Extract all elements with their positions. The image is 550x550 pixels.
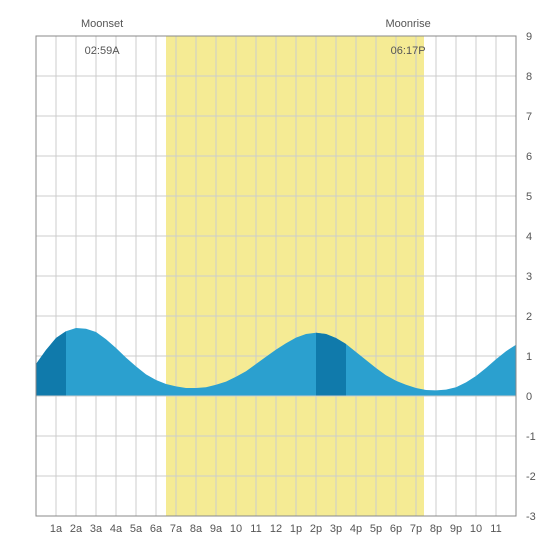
moonrise-title: Moonrise [385, 18, 430, 30]
x-tick-label: 7a [170, 523, 183, 535]
y-tick-label: 1 [526, 351, 532, 363]
moonset-title: Moonset [81, 18, 123, 30]
x-tick-label: 12 [270, 523, 282, 535]
x-tick-label: 11 [250, 523, 261, 535]
y-tick-label: 8 [526, 71, 532, 83]
x-tick-label: 1a [50, 523, 63, 535]
x-tick-label: 4a [110, 523, 123, 535]
x-tick-label: 8p [430, 523, 442, 535]
x-tick-label: 3a [90, 523, 103, 535]
x-tick-label: 9p [450, 523, 462, 535]
x-tick-label: 4p [350, 523, 362, 535]
x-tick-label: 8a [190, 523, 203, 535]
x-tick-label: 5p [370, 523, 382, 535]
y-tick-label: 0 [526, 391, 532, 403]
x-tick-label: 11 [490, 523, 501, 535]
tide-chart-svg: 1a2a3a4a5a6a7a8a9a1011121p2p3p4p5p6p7p8p… [0, 0, 550, 550]
y-tick-label: 6 [526, 151, 532, 163]
y-tick-label: 3 [526, 271, 532, 283]
y-tick-label: 2 [526, 311, 532, 323]
moonset-time: 02:59A [85, 45, 120, 57]
x-tick-label: 7p [410, 523, 422, 535]
x-tick-label: 2p [310, 523, 322, 535]
x-tick-label: 1p [290, 523, 302, 535]
x-tick-label: 6p [390, 523, 402, 535]
x-tick-label: 3p [330, 523, 342, 535]
y-tick-label: 7 [526, 111, 532, 123]
x-tick-label: 2a [70, 523, 83, 535]
tide-chart-container: 1a2a3a4a5a6a7a8a9a1011121p2p3p4p5p6p7p8p… [0, 0, 550, 550]
x-tick-label: 5a [130, 523, 143, 535]
y-tick-label: 9 [526, 31, 532, 43]
x-tick-label: 10 [470, 523, 482, 535]
y-tick-label: -1 [526, 431, 536, 443]
y-tick-label: 5 [526, 191, 532, 203]
tide-dark-segment [316, 333, 346, 396]
moonrise-label: Moonrise 06:17P [372, 4, 432, 73]
y-tick-label: 4 [526, 231, 532, 243]
x-tick-label: 9a [210, 523, 223, 535]
y-tick-label: -2 [526, 471, 536, 483]
y-tick-label: -3 [526, 511, 536, 523]
x-tick-label: 10 [230, 523, 242, 535]
moonset-label: Moonset 02:59A [66, 4, 126, 73]
x-tick-label: 6a [150, 523, 163, 535]
moonrise-time: 06:17P [391, 45, 426, 57]
